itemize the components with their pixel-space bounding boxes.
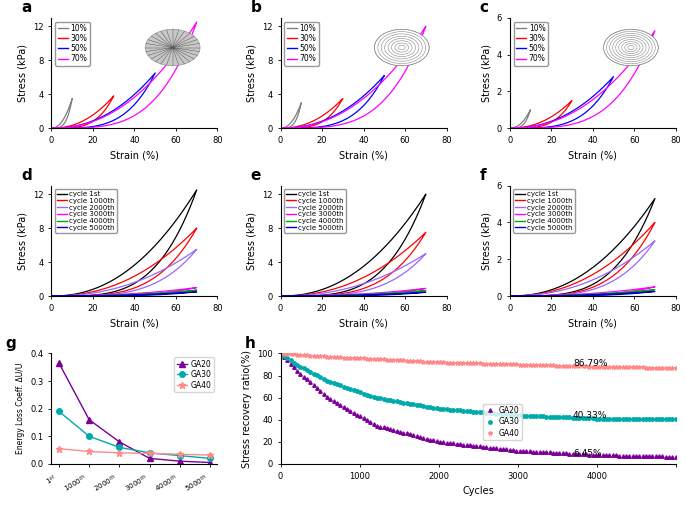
GA40 — [659, 365, 667, 371]
Text: a: a — [21, 0, 32, 15]
GA30 — [495, 411, 504, 417]
GA40 — [672, 365, 680, 371]
GA30 — [206, 455, 214, 461]
GA20 — [359, 415, 368, 421]
X-axis label: Strain (%): Strain (%) — [339, 318, 388, 328]
GA20 — [495, 446, 504, 452]
GA20 — [276, 350, 285, 356]
GA20 — [115, 439, 123, 445]
GA40 — [115, 450, 123, 456]
GA40 — [383, 356, 391, 363]
Circle shape — [145, 29, 200, 66]
Text: 86.79%: 86.79% — [573, 359, 608, 368]
Text: h: h — [245, 336, 256, 351]
GA20 — [176, 458, 184, 464]
Line: GA40: GA40 — [279, 351, 678, 370]
GA30 — [115, 444, 123, 450]
Text: 6.45%: 6.45% — [573, 449, 602, 458]
GA40 — [206, 452, 214, 458]
GA30 — [589, 415, 597, 421]
Legend: cycle 1st, cycle 1000th, cycle 2000th, cycle 3000th, cycle 4000th, cycle 5000th: cycle 1st, cycle 1000th, cycle 2000th, c… — [284, 189, 346, 233]
GA40 — [589, 364, 597, 370]
Legend: 10%, 30%, 50%, 70%: 10%, 30%, 50%, 70% — [514, 22, 548, 65]
X-axis label: Strain (%): Strain (%) — [110, 318, 159, 328]
X-axis label: Strain (%): Strain (%) — [568, 151, 617, 160]
Text: g: g — [5, 336, 16, 351]
GA30 — [672, 416, 680, 422]
Y-axis label: Stress (kPa): Stress (kPa) — [481, 212, 491, 270]
GA20 — [145, 455, 154, 461]
Line: GA40: GA40 — [56, 445, 213, 458]
Legend: 10%, 30%, 50%, 70%: 10%, 30%, 50%, 70% — [56, 22, 90, 65]
GA30 — [276, 350, 285, 356]
Y-axis label: Stress (kPa): Stress (kPa) — [18, 212, 27, 270]
Line: GA30: GA30 — [56, 409, 213, 461]
GA20 — [549, 450, 557, 456]
Y-axis label: Stress (kPa): Stress (kPa) — [18, 44, 27, 102]
GA40 — [85, 448, 93, 454]
X-axis label: Cycles: Cycles — [462, 486, 494, 496]
Line: GA20: GA20 — [279, 352, 678, 458]
GA40 — [549, 363, 557, 369]
GA20 — [206, 459, 214, 465]
Legend: cycle 1st, cycle 1000th, cycle 2000th, cycle 3000th, cycle 4000th, cycle 5000th: cycle 1st, cycle 1000th, cycle 2000th, c… — [55, 189, 117, 233]
GA20 — [55, 360, 63, 366]
Circle shape — [604, 29, 659, 66]
GA30 — [55, 409, 63, 415]
GA40 — [176, 451, 184, 457]
Text: f: f — [480, 168, 486, 183]
Text: b: b — [250, 0, 261, 15]
Legend: cycle 1st, cycle 1000th, cycle 2000th, cycle 3000th, cycle 4000th, cycle 5000th: cycle 1st, cycle 1000th, cycle 2000th, c… — [513, 189, 575, 233]
GA20 — [659, 453, 667, 459]
Text: c: c — [480, 0, 489, 15]
GA20 — [672, 454, 680, 460]
GA40 — [495, 361, 504, 367]
GA30 — [659, 416, 667, 422]
Y-axis label: Stress (kPa): Stress (kPa) — [481, 44, 491, 102]
GA30 — [383, 396, 391, 403]
GA40 — [359, 355, 368, 361]
GA40 — [55, 446, 63, 452]
GA30 — [549, 414, 557, 420]
Legend: GA20, GA30, GA40: GA20, GA30, GA40 — [482, 404, 522, 440]
GA20 — [85, 417, 93, 423]
GA40 — [276, 350, 285, 356]
GA30 — [145, 450, 154, 456]
GA20 — [589, 452, 597, 458]
Y-axis label: Stress (kPa): Stress (kPa) — [247, 212, 257, 270]
GA30 — [85, 433, 93, 440]
Y-axis label: Stress (kPa): Stress (kPa) — [247, 44, 257, 102]
GA20 — [383, 425, 391, 431]
Y-axis label: Energy Loss Coeff. ΔU/U: Energy Loss Coeff. ΔU/U — [16, 363, 25, 454]
GA40 — [145, 450, 154, 456]
Line: GA20: GA20 — [56, 360, 213, 465]
GA30 — [359, 390, 368, 396]
Text: d: d — [21, 168, 32, 183]
Y-axis label: Stress recovery ratio(%): Stress recovery ratio(%) — [241, 350, 252, 467]
Text: 40.33%: 40.33% — [573, 411, 607, 420]
Line: GA30: GA30 — [279, 352, 678, 421]
Circle shape — [375, 29, 429, 66]
X-axis label: Strain (%): Strain (%) — [568, 318, 617, 328]
Text: e: e — [250, 168, 261, 183]
X-axis label: Strain (%): Strain (%) — [110, 151, 159, 160]
Legend: 10%, 30%, 50%, 70%: 10%, 30%, 50%, 70% — [285, 22, 319, 65]
X-axis label: Strain (%): Strain (%) — [339, 151, 388, 160]
GA30 — [176, 453, 184, 459]
Legend: GA20, GA30, GA40: GA20, GA30, GA40 — [174, 357, 213, 392]
